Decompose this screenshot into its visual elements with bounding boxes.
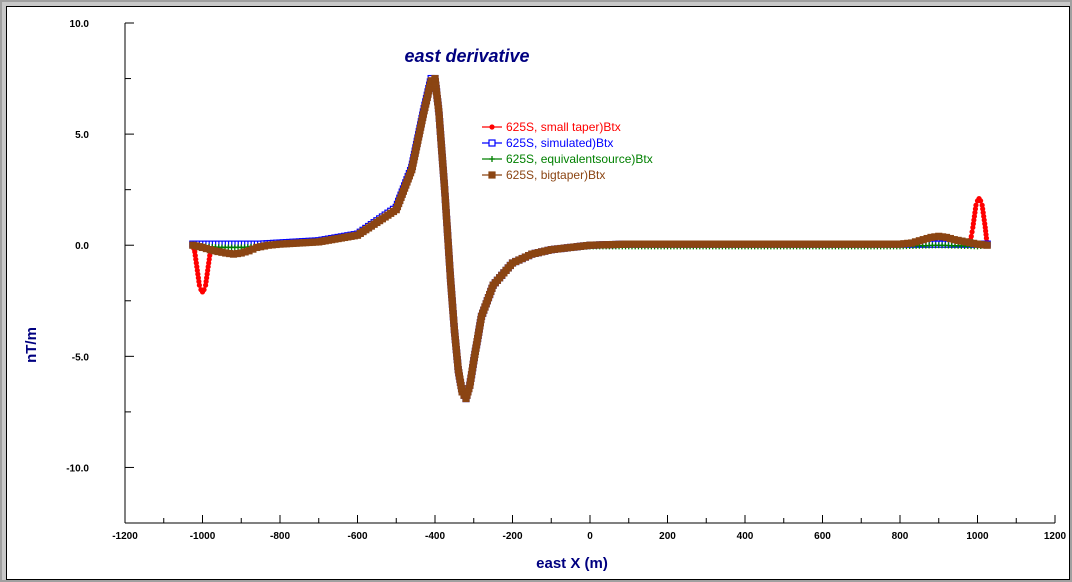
x-tick-label: -600: [347, 531, 367, 542]
data-point: [489, 156, 495, 162]
x-tick-label: 0: [587, 531, 593, 542]
y-tick-label: 5.0: [75, 130, 89, 141]
data-point: [201, 287, 207, 293]
legend-label: 625S, equivalentsource)Btx: [506, 152, 653, 166]
legend-label: 625S, small taper)Btx: [506, 120, 621, 134]
x-tick-label: 600: [814, 531, 831, 542]
axis-ticks: -1200 -1000 -800 -600 -400 -200 0 200 400 600 800 1…: [66, 19, 1066, 542]
legend-item: 625S, bigtaper)Btx: [482, 168, 605, 182]
legend-item: 625S, simulated)Btx: [482, 136, 613, 150]
data-point: [983, 241, 991, 249]
series-layer: [189, 74, 991, 403]
y-tick-label: 10.0: [70, 19, 90, 30]
data-point: [978, 198, 984, 204]
data-point: [488, 139, 496, 147]
legend-label: 625S, simulated)Btx: [506, 136, 613, 150]
plot-panel: -1200 -1000 -800 -600 -400 -200 0 200 400 600 800 1…: [6, 6, 1070, 580]
x-tick-label: -200: [502, 531, 522, 542]
legend: 625S, small taper)Btx 625S, simulated)Btx…: [482, 120, 653, 182]
y-tick-label: 0.0: [75, 241, 89, 252]
x-axis-title: east X (m): [536, 555, 608, 572]
x-tick-label: 800: [892, 531, 909, 542]
data-point: [488, 171, 496, 179]
axes: [124, 23, 1055, 524]
data-point: [969, 229, 975, 235]
y-tick-label: -10.0: [66, 463, 89, 474]
data-point: [489, 124, 495, 130]
chart-canvas: -1200 -1000 -800 -600 -400 -200 0 200 400 600 800 1…: [23, 19, 1067, 572]
x-tick-label: -400: [425, 531, 445, 542]
x-tick-label: -1200: [112, 531, 138, 542]
y-tick-label: -5.0: [72, 352, 90, 363]
legend-label: 625S, bigtaper)Btx: [506, 168, 605, 182]
chart-title: east derivative: [404, 46, 529, 66]
data-point: [973, 202, 979, 208]
x-tick-label: -800: [270, 531, 290, 542]
x-tick-label: 200: [659, 531, 676, 542]
legend-item: 625S, small taper)Btx: [482, 120, 621, 134]
x-tick-label: -1000: [190, 531, 216, 542]
x-tick-label: 1000: [966, 531, 989, 542]
x-tick-label: 1200: [1044, 531, 1067, 542]
y-axis-title: nT/m: [23, 327, 40, 363]
legend-item: 625S, equivalentsource)Btx: [482, 152, 653, 166]
x-tick-label: 400: [737, 531, 754, 542]
data-point: [968, 233, 974, 239]
data-point: [196, 282, 202, 288]
series-3: [189, 74, 991, 403]
